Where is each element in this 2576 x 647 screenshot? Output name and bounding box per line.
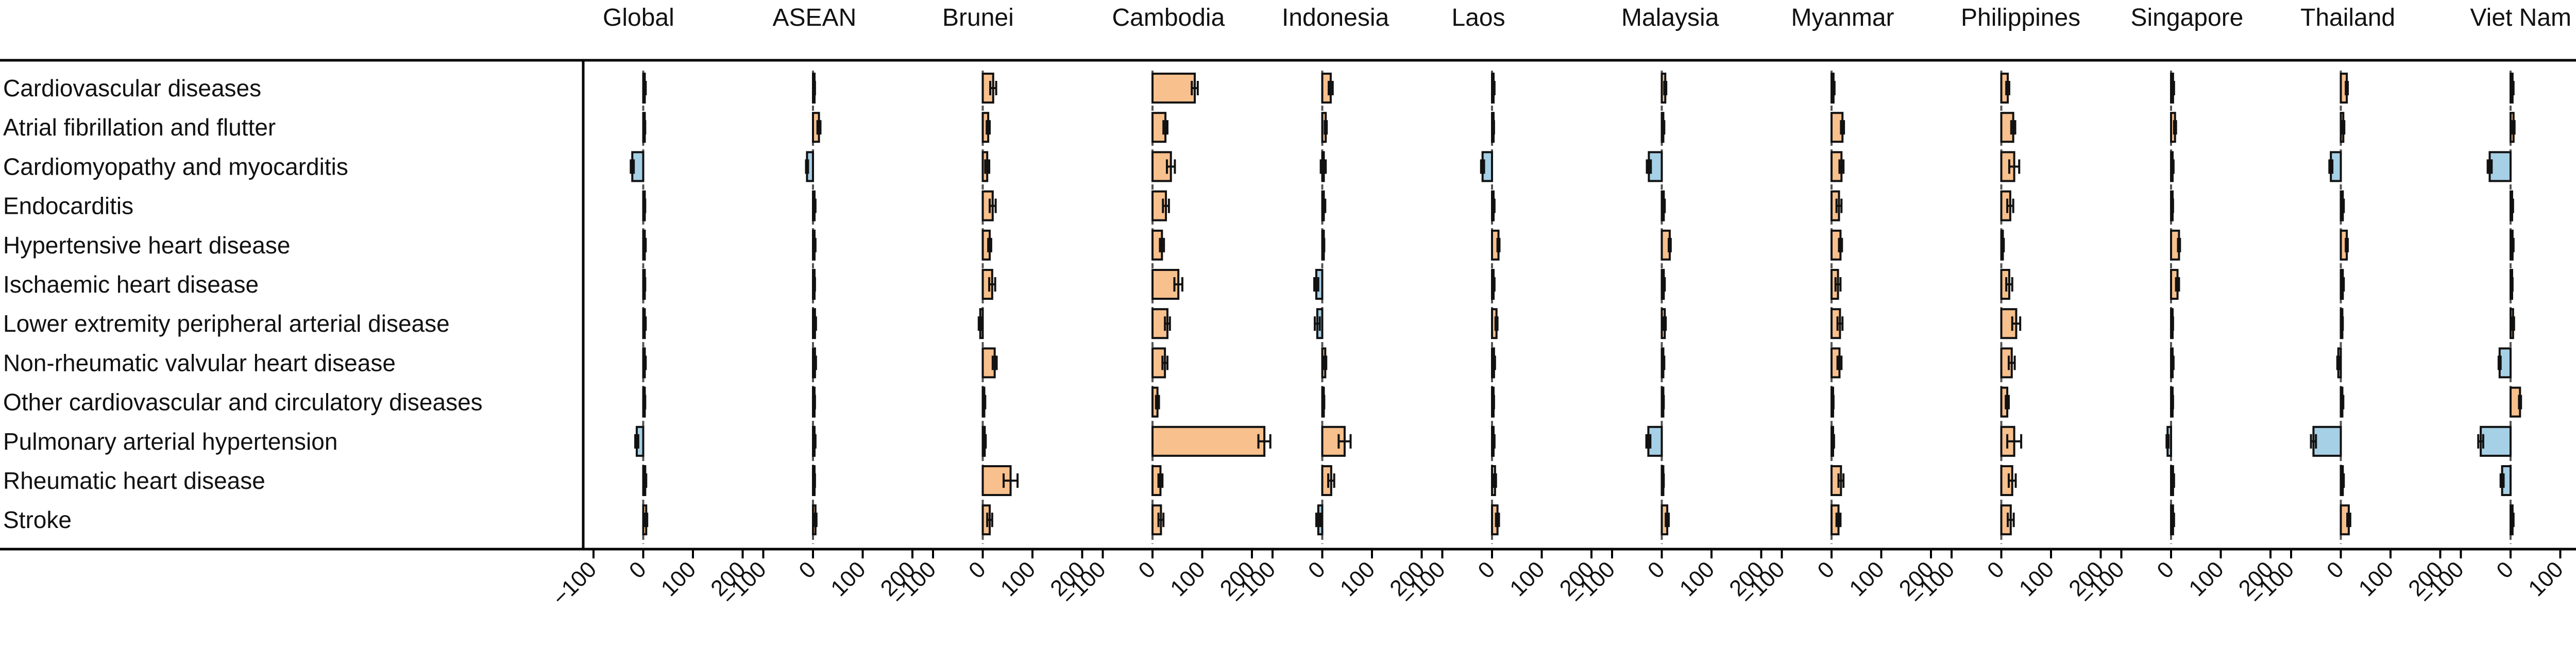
bar	[2480, 425, 2512, 457]
x-tick-label: 0	[1812, 557, 1839, 584]
category-label: Hypertensive heart disease	[3, 232, 290, 259]
category-label: Stroke	[3, 506, 72, 533]
category-label: Rheumatic heart disease	[3, 467, 265, 494]
x-tick-label: −100	[548, 557, 602, 611]
panel-header: Laos	[1452, 4, 1505, 31]
x-tick-label: 100	[2184, 557, 2229, 602]
x-tick-label: 0	[2492, 557, 2518, 584]
panel-header: ASEAN	[773, 4, 857, 31]
x-tick-label: 0	[1133, 557, 1160, 584]
x-tick-label: 0	[964, 557, 991, 584]
x-tick-label: 100	[2523, 557, 2568, 602]
x-tick-label: 0	[1303, 557, 1330, 584]
x-tick-label: 0	[794, 557, 821, 584]
bar	[2488, 151, 2512, 182]
x-tick-label: 0	[1982, 557, 2009, 584]
x-tick-label: 100	[1844, 557, 1889, 602]
panel-header: Indonesia	[1282, 4, 1389, 31]
panel-header: Singapore	[2131, 4, 2244, 31]
category-label: Cardiovascular diseases	[3, 75, 261, 101]
category-label: Endocarditis	[3, 193, 133, 219]
panel-header: Cambodia	[1112, 4, 1225, 31]
x-tick-label: 100	[1165, 557, 1210, 602]
bar	[1151, 425, 1266, 457]
category-labels: Cardiovascular diseases Atrial fibrillati…	[3, 75, 483, 533]
category-label: Atrial fibrillation and flutter	[3, 114, 276, 141]
panel-header: Myanmar	[1791, 4, 1894, 31]
panel-header: Philippines	[1961, 4, 2080, 31]
panel-header: Thailand	[2300, 4, 2395, 31]
panel-headers: Global ASEAN Brunei Cambodia Indonesia Laos Ma…	[603, 4, 2571, 31]
panel-header: Brunei	[942, 4, 1014, 31]
x-tick-label: 100	[826, 557, 871, 602]
x-axis: −100 0 100 200−100 0 100 200−100 0 100 200−100 0 10…	[548, 549, 2576, 610]
x-tick-label: 100	[1335, 557, 1380, 602]
category-label: Pulmonary arterial hypertension	[3, 428, 337, 455]
category-label: Lower extremity peripheral arterial dise…	[3, 310, 450, 337]
x-tick-label: 100	[1505, 557, 1550, 602]
x-tick-label: 200	[2573, 557, 2576, 602]
x-tick-label: 100	[996, 557, 1041, 602]
panel-header: Global	[603, 4, 674, 31]
panel-header: Malaysia	[1621, 4, 1719, 31]
x-tick-label: 0	[1473, 557, 1500, 584]
bar	[1151, 73, 1196, 104]
panel-header: Viet Nam	[2470, 4, 2572, 31]
category-label: Other cardiovascular and circulatory dis…	[3, 389, 483, 416]
bar	[2312, 425, 2342, 457]
x-tick-label: 100	[2354, 557, 2399, 602]
x-tick-label: 0	[2152, 557, 2179, 584]
x-tick-label: 100	[656, 557, 701, 602]
x-tick-label: 0	[2322, 557, 2349, 584]
x-tick-label: 0	[624, 557, 651, 584]
category-label: Non-rheumatic valvular heart disease	[3, 349, 396, 376]
x-tick-label: 100	[1675, 557, 1720, 602]
category-label: Cardiomyopathy and myocarditis	[3, 153, 348, 180]
x-tick-label: 100	[2014, 557, 2059, 602]
category-label: Ischaemic heart disease	[3, 271, 259, 298]
x-tick-label: 0	[1643, 557, 1670, 584]
plot-area	[0, 59, 2576, 551]
